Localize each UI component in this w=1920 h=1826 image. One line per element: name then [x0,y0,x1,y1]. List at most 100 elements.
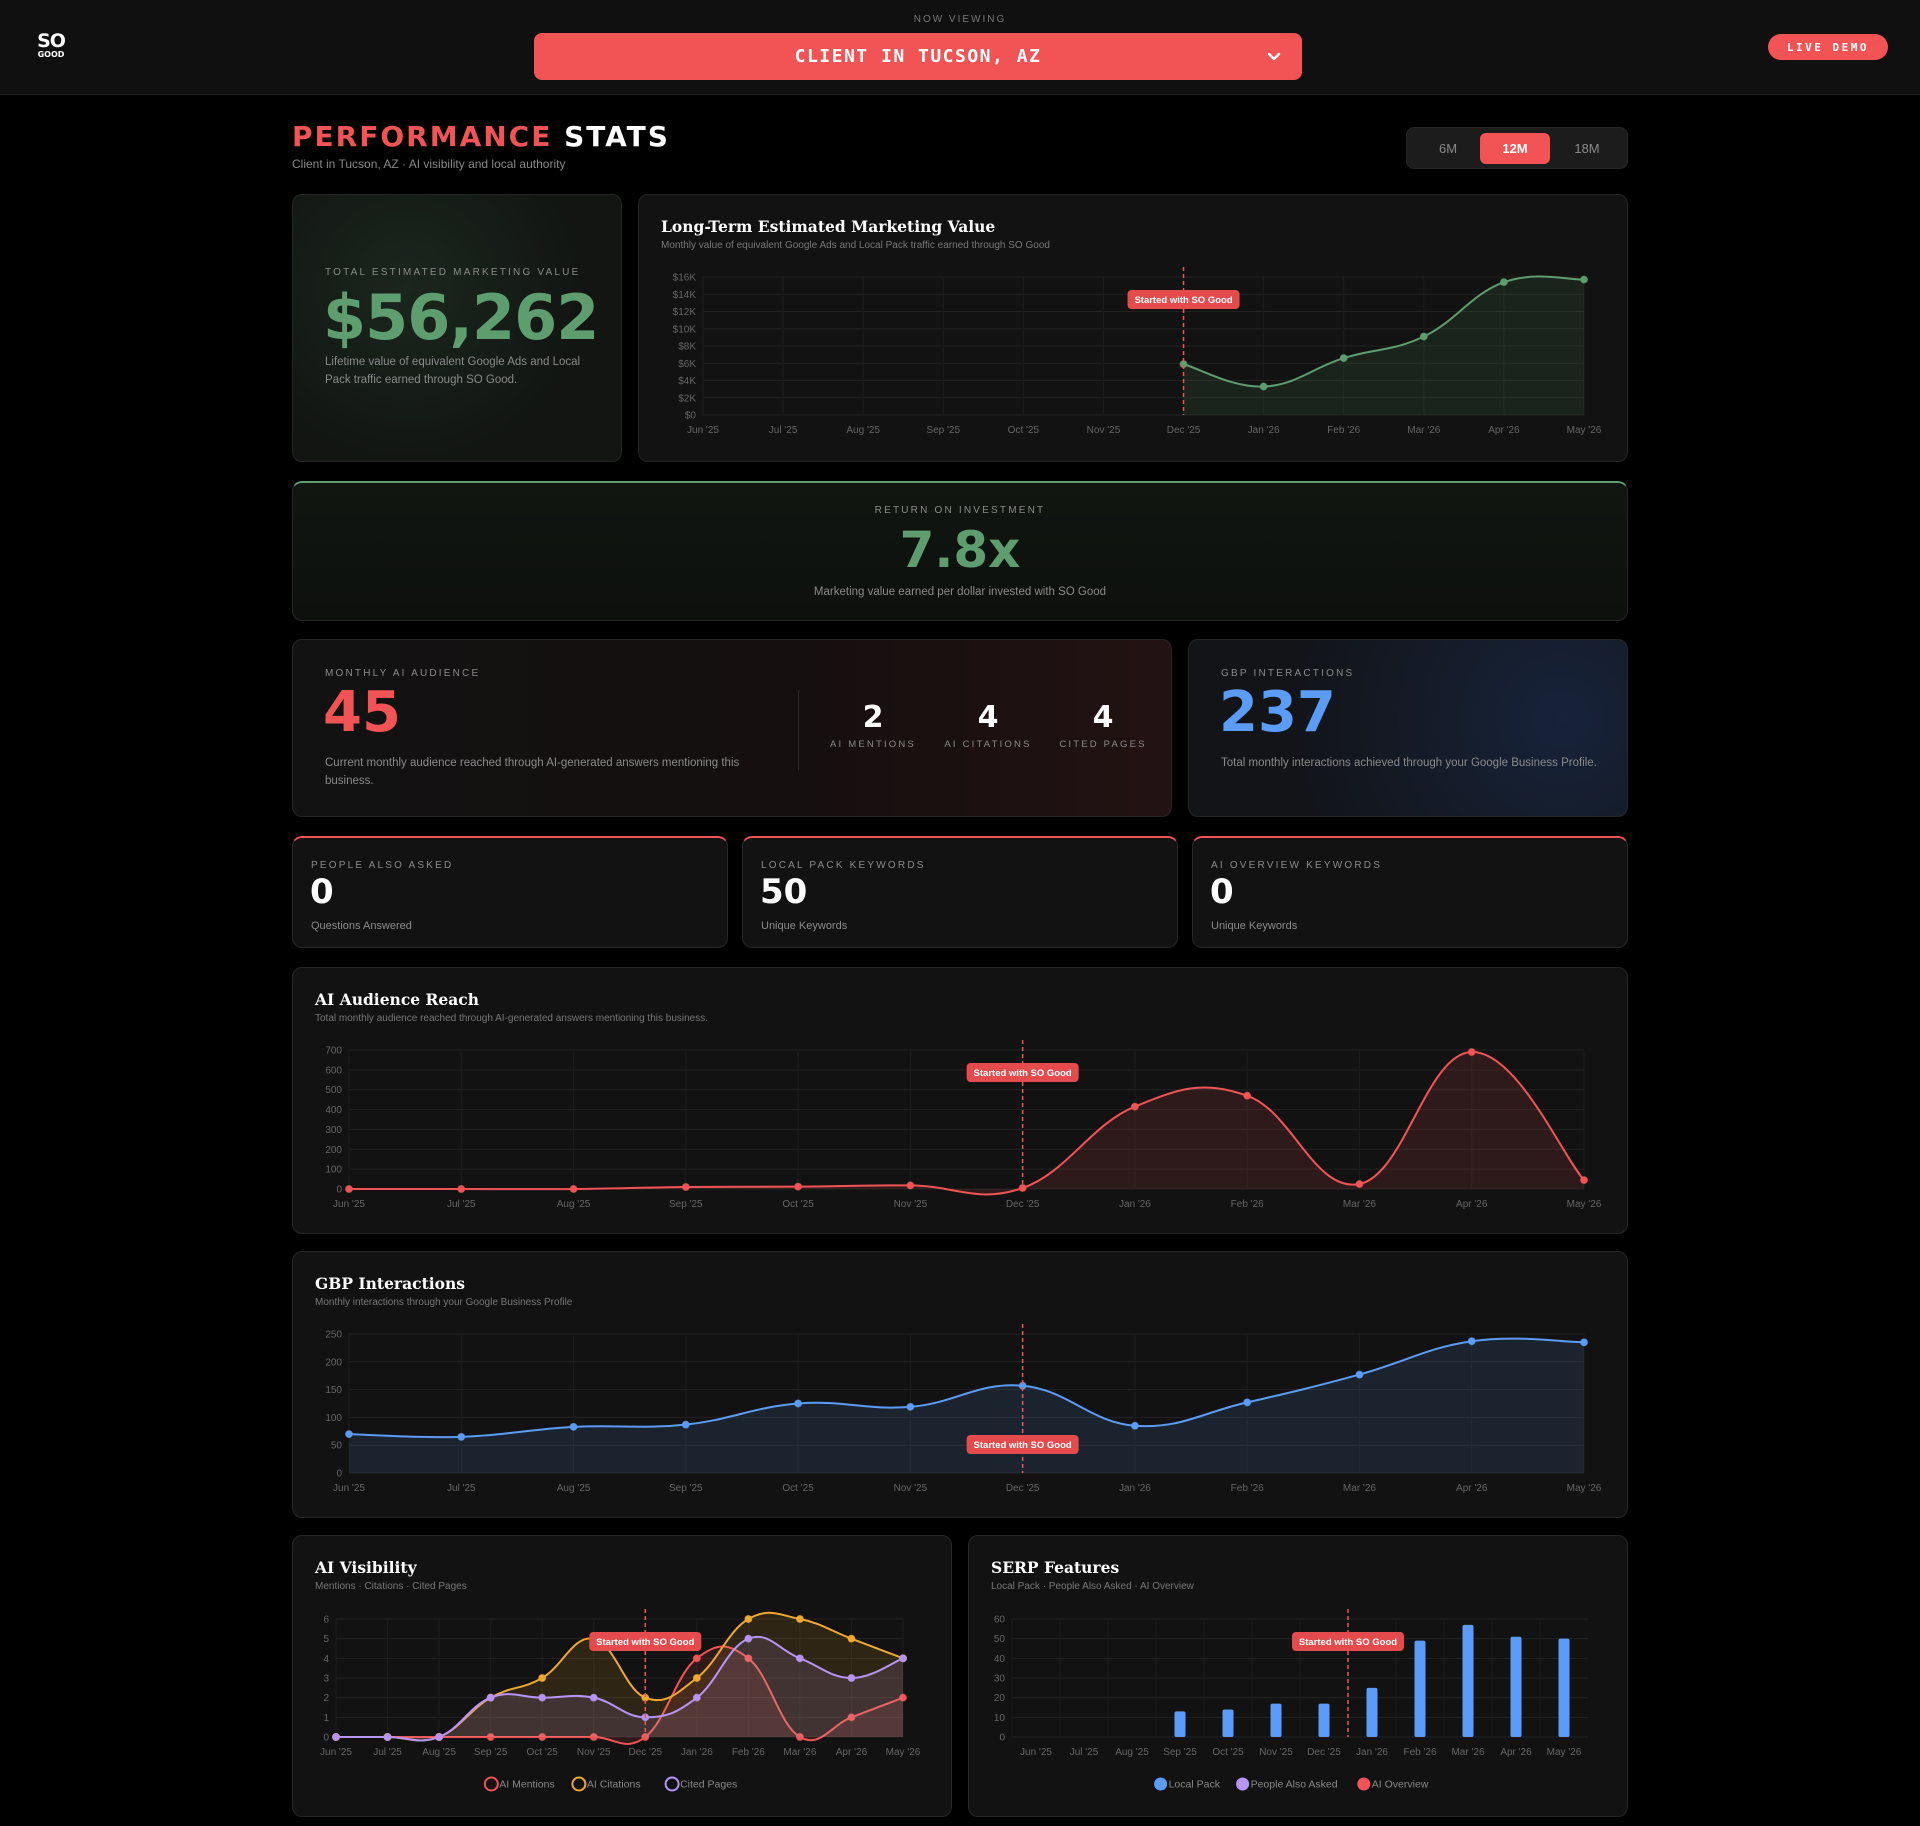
bar [1318,1703,1330,1737]
data-point [435,1733,444,1741]
x-tick-label: Jul '25 [373,1747,402,1758]
ai-reach-chart-card: AI Audience Reach Total monthly audience… [292,967,1628,1234]
data-point [744,1654,753,1663]
start-marker-label: Started with SO Good [974,1440,1072,1451]
ai-audience-stats: 2 AI MENTIONS 4 AI CITATIONS 4 CITED PAG… [823,700,1153,750]
y-tick-label: 3 [323,1674,329,1685]
chart-title: GBP Interactions [315,1274,465,1293]
x-tick-label: Jan '26 [1356,1747,1388,1758]
legend-label: AI Overview [1372,1779,1429,1791]
stat-value: 0 [310,872,334,912]
x-tick-label: Nov '25 [1259,1747,1293,1758]
gbp-label: GBP INTERACTIONS [1221,668,1355,679]
x-tick-label: Aug '25 [1115,1747,1149,1758]
data-point [486,1693,495,1702]
data-point [569,1422,578,1431]
chevron-down-icon [1267,52,1281,61]
local-pack-keywords-card: LOCAL PACK KEYWORDS 50 Unique Keywords [742,836,1178,948]
start-marker-label: Started with SO Good [596,1637,694,1648]
stat-label: PEOPLE ALSO ASKED [311,860,454,871]
x-tick-label: Feb '26 [1231,1199,1264,1210]
stat-label: AI OVERVIEW KEYWORDS [1211,860,1383,871]
x-tick-label: Dec '25 [628,1747,662,1758]
series-area [336,1646,903,1744]
x-tick-label: Dec '25 [1167,425,1201,436]
data-point [1580,1176,1588,1185]
x-tick-label: Apr '26 [1488,425,1520,436]
x-tick-label: Aug '25 [422,1747,456,1758]
x-tick-label: Mar '26 [1343,1483,1376,1494]
bar [1222,1709,1234,1737]
x-tick-label: Sep '25 [474,1747,508,1758]
legend-label: Local Pack [1169,1779,1221,1791]
x-tick-label: Mar '26 [1407,425,1440,436]
y-tick-label: 200 [325,1357,342,1368]
data-point [794,1182,803,1191]
ai-reach-chart: 0 100 200 300 400 500 600 700 Jun '25 Jul '25 Aug … [325,1040,1602,1210]
y-tick-label: 0 [336,1185,342,1196]
x-tick-label: Feb '26 [1403,1747,1436,1758]
live-demo-button[interactable]: LIVE DEMO [1768,34,1888,60]
data-point [589,1693,598,1702]
start-marker-badge [966,1063,1079,1082]
page-title-rest: STATS [564,120,670,153]
bar [1558,1638,1570,1737]
y-tick-label: 100 [325,1165,342,1176]
data-point [1355,1370,1364,1379]
bar [1366,1687,1378,1737]
marketing-value-chart: $0 $2K $4K $6K $8K $10K $12K $14K $16K Jun '25 Jul… [673,267,1602,436]
page-title: PERFORMANCE STATS [292,120,670,153]
y-tick-label: 400 [325,1105,342,1116]
y-tick-label: 0 [323,1733,329,1744]
data-point [589,1733,598,1741]
data-point [1259,382,1268,391]
data-point [1419,332,1428,341]
x-tick-label: Apr '26 [1500,1747,1532,1758]
y-tick-label: 6 [323,1615,329,1626]
gbp-value: 237 [1219,680,1336,745]
range-18m-button[interactable]: 18M [1574,141,1600,156]
page-title-accent: PERFORMANCE [292,120,553,153]
x-tick-label: Jul '25 [1070,1747,1099,1758]
legend-swatch [1357,1777,1371,1791]
y-tick-label: 40 [994,1654,1006,1665]
logo-top: SO [37,30,66,52]
y-tick-label: 4 [323,1654,329,1665]
series-line [1183,275,1585,388]
legend-label: People Also Asked [1251,1779,1338,1791]
page-subtitle: Client in Tucson, AZ · AI visibility and… [292,157,566,171]
x-tick-label: Jan '26 [1119,1483,1151,1494]
ai-audience-desc: Current monthly audience reached through… [325,757,740,788]
y-tick-label: $4K [678,376,696,387]
x-tick-label: Apr '26 [836,1747,868,1758]
range-6m-button[interactable]: 6M [1438,141,1458,156]
data-point [538,1693,547,1702]
marketing-value-chart-card: Long-Term Estimated Marketing Value Mont… [638,194,1628,462]
y-tick-label: 60 [994,1615,1006,1626]
stat-sub: Unique Keywords [1211,920,1298,932]
x-tick-label: Nov '25 [894,1483,928,1494]
divider [798,690,799,770]
logo-bottom: GOOD [37,50,65,59]
client-selector[interactable]: CLIENT IN TUCSON, AZ [534,33,1302,80]
stat-cited-pages: 4 CITED PAGES [1053,700,1153,750]
bar [1414,1640,1426,1737]
top-bar: SO GOOD NOW VIEWING CLIENT IN TUCSON, AZ… [0,0,1920,95]
bar [1462,1624,1474,1737]
ai-visibility-chart: 0 1 2 3 4 5 6 Jun '25 Jul '25 Aug '25 Sep '25 Oct '… [320,1609,921,1792]
logo[interactable]: SO GOOD [35,32,67,59]
data-point [1243,1398,1252,1407]
range-12m-button[interactable]: 12M [1480,133,1550,164]
start-marker-badge [966,1435,1079,1454]
roi-card: RETURN ON INVESTMENT 7.8x Marketing valu… [292,481,1628,621]
y-tick-label: 700 [325,1046,342,1057]
stat-value: 50 [760,872,808,912]
data-point [744,1615,753,1623]
data-point [345,1430,353,1439]
y-tick-label: $12K [673,307,697,318]
data-point [692,1693,701,1702]
data-point [486,1733,495,1741]
people-also-asked-card: PEOPLE ALSO ASKED 0 Questions Answered [292,836,728,948]
y-tick-label: 30 [994,1674,1006,1685]
chart-title: SERP Features [991,1558,1120,1577]
